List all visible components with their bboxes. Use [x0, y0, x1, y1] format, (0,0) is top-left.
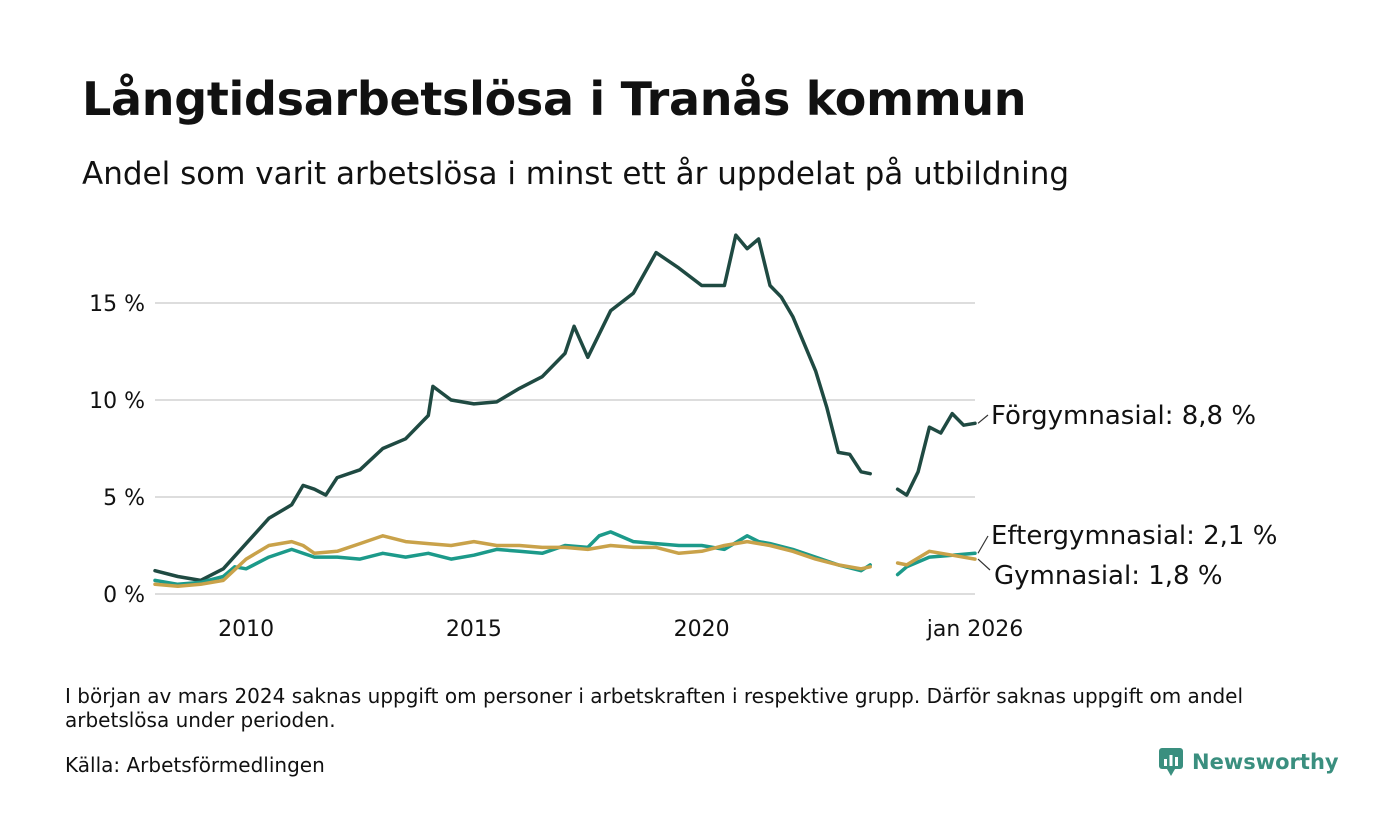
gridlines: [155, 302, 975, 595]
y-tick-label: 15 %: [89, 292, 145, 317]
x-tick-label: jan 2026: [926, 617, 1024, 642]
series-line-segment: [895, 549, 977, 567]
series-line-segment: [153, 534, 872, 588]
series-line-segment: [895, 551, 977, 577]
y-axis-tick-labels: 0 % 5 % 10 % 15 %: [89, 292, 145, 608]
series-line-segment: [895, 411, 977, 497]
series-eftergymnasial: [153, 530, 977, 587]
end-label-eftergymnasial: Eftergymnasial: 2,1 %: [991, 521, 1277, 551]
label-leader-line: [977, 414, 989, 424]
end-label-gymnasial: Gymnasial: 1,8 %: [994, 561, 1223, 591]
end-label-förgymnasial: Förgymnasial: 8,8 %: [991, 401, 1256, 431]
label-leader-line: [977, 558, 991, 571]
y-tick-label: 5 %: [103, 486, 145, 511]
x-tick-label: 2020: [674, 617, 730, 642]
series-line-segment: [153, 530, 872, 587]
chart-source: Källa: Arbetsförmedlingen: [65, 753, 325, 777]
series-line-segment: [153, 233, 872, 583]
series-förgymnasial: [153, 233, 977, 583]
chart-note: I början av mars 2024 saknas uppgift om …: [65, 684, 1244, 732]
newsworthy-logo-icon: [1159, 748, 1183, 776]
y-tick-label: 0 %: [103, 583, 145, 608]
end-labels: Förgymnasial: 8,8 % Eftergymnasial: 2,1 %…: [977, 401, 1277, 591]
x-axis-tick-labels: 2010 2015 2020 jan 2026: [218, 617, 1023, 642]
label-leader-line: [977, 535, 989, 554]
chart-subtitle: Andel som varit arbetslösa i minst ett å…: [82, 156, 1070, 192]
brand-name: Newsworthy: [1192, 750, 1339, 774]
brand-logo[interactable]: Newsworthy: [1158, 747, 1339, 777]
series-lines: [153, 233, 977, 588]
chart-title: Långtidsarbetslösa i Tranås kommun: [82, 72, 1027, 126]
x-tick-label: 2015: [446, 617, 502, 642]
x-tick-label: 2010: [218, 617, 274, 642]
series-gymnasial: [153, 534, 977, 588]
line-chart: 0 % 5 % 10 % 15 % 2010 2015 2020 jan 2026 Förg…: [89, 233, 1277, 642]
y-tick-label: 10 %: [89, 389, 145, 414]
